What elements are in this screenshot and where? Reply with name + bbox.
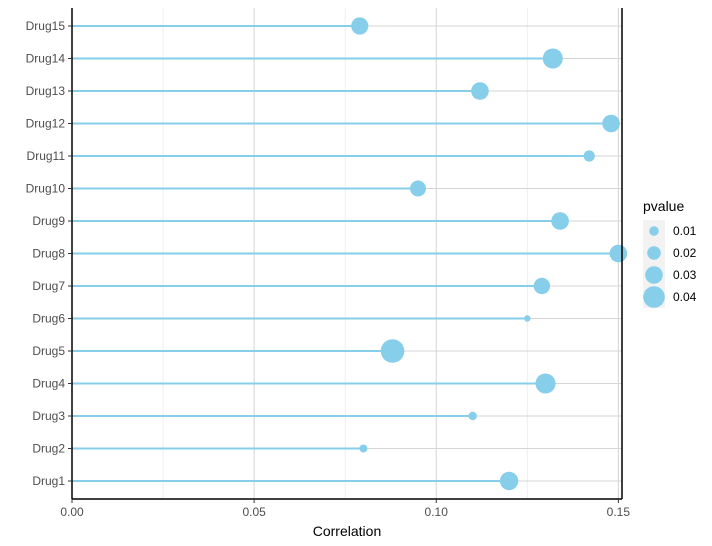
y-tick-label: Drug2 [32, 442, 65, 456]
lollipop-point [468, 411, 477, 421]
lollipop-point [535, 373, 556, 394]
y-tick-label: Drug15 [26, 19, 66, 33]
y-tick-label: Drug10 [26, 182, 66, 196]
lollipop-point [380, 339, 405, 363]
legend: pvalue 0.01 0.02 0.03 0.04 [643, 198, 697, 308]
legend-label: 0.01 [673, 224, 697, 238]
legend-title: pvalue [643, 198, 684, 214]
legend-key-point [647, 246, 661, 260]
lollipop-point [602, 114, 620, 133]
lollipop-point [551, 212, 569, 230]
legend-key-point [645, 266, 663, 284]
y-tick-label: Drug3 [32, 409, 65, 423]
lollipop-point [410, 180, 427, 197]
lollipop-point [359, 444, 368, 453]
lollipop-point [351, 17, 369, 35]
x-tick-label: 0.15 [607, 505, 631, 519]
x-tick-label: 0.10 [425, 505, 449, 519]
lollipop-point [499, 471, 519, 491]
x-tick-label: 0.00 [60, 505, 84, 519]
axis-layer: Drug1 Drug2 Drug3 Drug4 Drug5 Drug6 Drug7 Drug8… [26, 8, 631, 539]
legend-key-point [643, 286, 665, 308]
y-tick-label: Drug1 [32, 474, 65, 488]
lollipop-point [471, 82, 489, 100]
y-tick-label: Drug4 [32, 377, 65, 391]
y-tick-label: Drug5 [32, 344, 65, 358]
x-axis-title: Correlation [313, 523, 381, 539]
y-tick-label: Drug8 [32, 247, 65, 261]
lollipop-point [524, 315, 531, 322]
y-tick-label: Drug13 [26, 84, 66, 98]
lollipop-point [533, 277, 551, 295]
y-tick-label: Drug7 [32, 279, 65, 293]
y-tick-label: Drug6 [32, 312, 65, 326]
legend-label: 0.03 [673, 268, 697, 282]
legend-label: 0.04 [673, 290, 697, 304]
legend-key-point [649, 226, 659, 236]
y-tick-label: Drug9 [32, 214, 65, 228]
lollipop-point [609, 244, 628, 263]
x-tick-label: 0.05 [242, 505, 266, 519]
lollipop-point [542, 48, 563, 69]
marks-layer [72, 17, 628, 491]
lollipop-point [583, 150, 595, 162]
y-tick-label: Drug14 [26, 52, 66, 66]
y-tick-label: Drug12 [26, 117, 66, 131]
y-tick-label: Drug11 [27, 149, 66, 163]
legend-label: 0.02 [673, 246, 697, 260]
